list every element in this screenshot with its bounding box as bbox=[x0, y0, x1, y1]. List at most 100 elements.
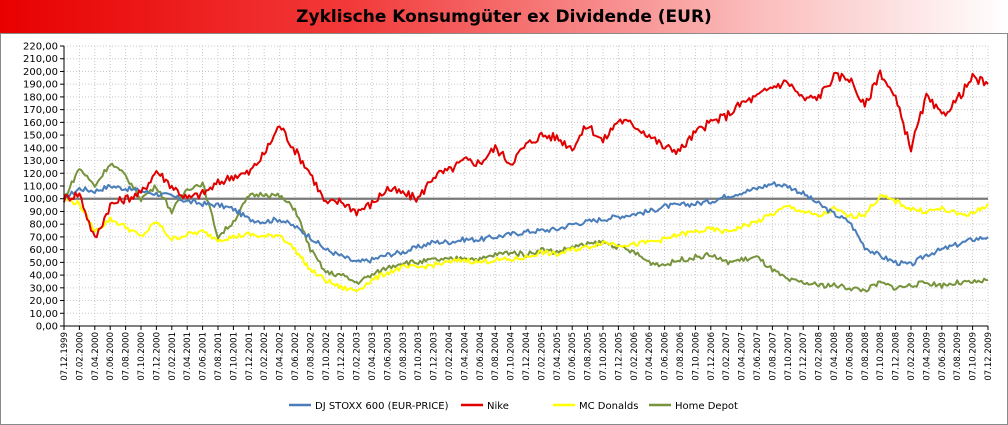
y-tick-label: 190,00 bbox=[23, 80, 58, 91]
x-tick-label: 07.12.2007 bbox=[799, 332, 809, 381]
x-tick-label: 07.10.2002 bbox=[322, 332, 332, 381]
x-tick-label: 07.06.2002 bbox=[291, 332, 301, 381]
chart-frame: 0,00 10,00 20,00 30,00 40,00 50,00 60,00 70,00 8… bbox=[0, 33, 1008, 425]
x-tick-label: 07.04.2009 bbox=[922, 332, 932, 381]
x-tick-label: 07.02.2007 bbox=[722, 332, 732, 381]
x-tick-label: 07.04.2002 bbox=[276, 332, 286, 381]
x-tick-label: 07.02.2001 bbox=[168, 332, 178, 381]
x-tick-label: 07.06.2004 bbox=[476, 332, 486, 381]
y-tick-label: 20,00 bbox=[29, 296, 58, 307]
x-tick-label: 07.02.2005 bbox=[537, 332, 547, 381]
x-tick-label: 07.10.2009 bbox=[969, 332, 979, 381]
legend-label: Home Depot bbox=[675, 401, 738, 412]
x-tick-label: 07.06.2003 bbox=[383, 332, 393, 381]
x-tick-label: 07.04.2004 bbox=[460, 332, 470, 381]
x-tick-label: 07.10.2001 bbox=[229, 332, 239, 381]
y-tick-label: 10,00 bbox=[29, 309, 58, 320]
x-tick-label: 07.12.2009 bbox=[984, 332, 994, 381]
series-line-1 bbox=[63, 69, 989, 239]
y-tick-label: 150,00 bbox=[23, 131, 58, 142]
x-tick-label: 07.10.2003 bbox=[414, 332, 424, 381]
x-tick-label: 07.12.2003 bbox=[430, 332, 440, 381]
x-tick-label: 07.12.2001 bbox=[245, 332, 255, 381]
x-tick-label: 07.10.2000 bbox=[137, 332, 147, 381]
x-tick-label: 07.08.2007 bbox=[768, 332, 778, 381]
x-tick-label: 07.06.2001 bbox=[199, 332, 209, 381]
chart-title: Zyklische Konsumgüter ex Dividende (EUR) bbox=[296, 6, 712, 27]
legend: DJ STOXX 600 (EUR-PRICE) Nike MC Donalds Ho… bbox=[289, 401, 738, 412]
x-tick-label: 07.04.2008 bbox=[830, 332, 840, 381]
series-line-2 bbox=[63, 194, 989, 293]
legend-label: MC Donalds bbox=[579, 401, 638, 412]
x-tick-label: 07.06.2005 bbox=[568, 332, 578, 381]
x-tick-label: 07.06.2008 bbox=[845, 332, 855, 381]
x-tick-label: 07.02.2009 bbox=[907, 332, 917, 381]
x-tick-label: 07.12.2006 bbox=[707, 332, 717, 381]
x-tick-label: 07.08.2000 bbox=[122, 332, 132, 381]
x-tick-label: 07.04.2006 bbox=[645, 332, 655, 381]
x-tick-label: 07.06.2009 bbox=[938, 332, 948, 381]
y-tick-label: 180,00 bbox=[23, 92, 58, 103]
x-tick-label: 07.10.2005 bbox=[599, 332, 609, 381]
x-tick-label: 07.02.2004 bbox=[445, 332, 455, 381]
x-tick-label: 07.08.2009 bbox=[953, 332, 963, 381]
x-tick-label: 07.02.2000 bbox=[75, 332, 85, 381]
x-tick-label: 07.12.2005 bbox=[614, 332, 624, 381]
x-tick-label: 07.12.2008 bbox=[892, 332, 902, 381]
x-tick-label: 07.02.2003 bbox=[353, 332, 363, 381]
y-tick-label: 210,00 bbox=[23, 54, 58, 65]
x-tick-label: 07.04.2007 bbox=[738, 332, 748, 381]
y-tick-label: 60,00 bbox=[29, 245, 58, 256]
legend-label: Nike bbox=[487, 401, 509, 412]
y-tick-label: 140,00 bbox=[23, 143, 58, 154]
x-tick-label: 07.08.2006 bbox=[676, 332, 686, 381]
x-tick-label: 07.06.2007 bbox=[753, 332, 763, 381]
x-tick-label: 07.10.2006 bbox=[691, 332, 701, 381]
series-group bbox=[63, 69, 989, 293]
y-tick-label: 0,00 bbox=[36, 322, 58, 333]
y-tick-label: 70,00 bbox=[29, 232, 58, 243]
x-tick-label: 07.02.2008 bbox=[815, 332, 825, 381]
x-tick-label: 07.08.2003 bbox=[399, 332, 409, 381]
y-tick-label: 170,00 bbox=[23, 105, 58, 116]
title-bar: Zyklische Konsumgüter ex Dividende (EUR) bbox=[0, 0, 1008, 33]
y-tick-label: 120,00 bbox=[23, 169, 58, 180]
y-tick-label: 50,00 bbox=[29, 258, 58, 269]
x-tick-label: 07.04.2003 bbox=[368, 332, 378, 381]
series-line-0 bbox=[63, 181, 989, 267]
y-tick-label: 130,00 bbox=[23, 156, 58, 167]
x-tick-label: 07.06.2000 bbox=[106, 332, 116, 381]
y-tick-label: 80,00 bbox=[29, 220, 58, 231]
x-tick-label: 07.12.2002 bbox=[337, 332, 347, 381]
x-tick-label: 07.08.2002 bbox=[306, 332, 316, 381]
x-tick-label: 07.08.2005 bbox=[584, 332, 594, 381]
x-tick-label: 07.04.2005 bbox=[553, 332, 563, 381]
x-tick-label: 07.10.2007 bbox=[784, 332, 794, 381]
chart-background bbox=[1, 34, 1007, 424]
x-tick-label: 07.02.2006 bbox=[630, 332, 640, 381]
legend-label: DJ STOXX 600 (EUR-PRICE) bbox=[315, 401, 449, 412]
x-tick-label: 07.08.2008 bbox=[861, 332, 871, 381]
x-tick-label: 07.12.1999 bbox=[60, 332, 70, 381]
x-tick-label: 07.08.2004 bbox=[491, 332, 501, 381]
y-tick-label: 220,00 bbox=[23, 42, 58, 53]
x-tick-label: 07.10.2008 bbox=[876, 332, 886, 381]
x-tick-label: 07.10.2004 bbox=[507, 332, 517, 381]
x-tick-label: 07.06.2006 bbox=[661, 332, 671, 381]
x-tick-label: 07.02.2002 bbox=[260, 332, 270, 381]
y-tick-label: 200,00 bbox=[23, 67, 58, 78]
y-tick-label: 40,00 bbox=[29, 271, 58, 282]
y-tick-label: 90,00 bbox=[29, 207, 58, 218]
x-tick-label: 07.04.2001 bbox=[183, 332, 193, 381]
y-tick-label: 100,00 bbox=[23, 194, 58, 205]
y-tick-label: 160,00 bbox=[23, 118, 58, 129]
y-tick-label: 30,00 bbox=[29, 283, 58, 294]
x-tick-label: 07.12.2000 bbox=[152, 332, 162, 381]
x-tick-label: 07.12.2004 bbox=[522, 332, 532, 381]
x-tick-label: 07.04.2000 bbox=[91, 332, 101, 381]
x-tick-label: 07.08.2001 bbox=[214, 332, 224, 381]
x-axis: 07.12.1999 07.02.2000 07.04.2000 07.06.2000… bbox=[60, 325, 994, 381]
y-tick-label: 110,00 bbox=[23, 182, 58, 193]
